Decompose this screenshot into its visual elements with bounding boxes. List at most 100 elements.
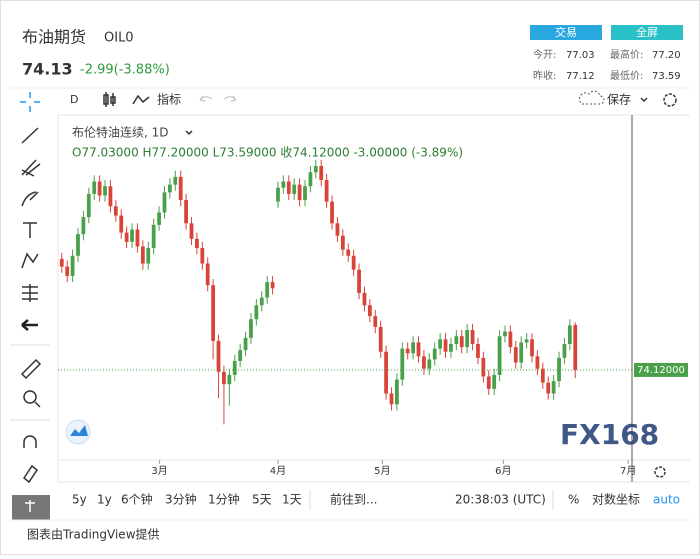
candle-body: [140, 246, 145, 264]
symbol: OIL0: [104, 31, 134, 46]
range-button[interactable]: 5y: [72, 493, 87, 507]
candle-body: [335, 223, 340, 236]
redo[interactable]: [223, 95, 237, 102]
candle-body: [432, 348, 437, 360]
candle-body: [151, 224, 156, 249]
stat-label: 最高价:: [610, 48, 643, 61]
candle-body: [497, 336, 502, 375]
candle-body: [562, 343, 567, 358]
candle-body: [481, 357, 486, 377]
undo[interactable]: [199, 95, 213, 102]
save-menu[interactable]: [640, 97, 648, 103]
indicators[interactable]: 指标: [157, 92, 181, 107]
text-tool[interactable]: [23, 222, 37, 238]
candle-body: [470, 330, 475, 344]
candle-body: [427, 359, 432, 369]
candle-body: [146, 248, 151, 264]
trash[interactable]: [25, 500, 35, 512]
fullscreen-button[interactable]: [611, 25, 683, 40]
candle-body: [216, 340, 221, 372]
x-tick-label: 5月: [374, 465, 390, 477]
candle-body: [238, 350, 243, 361]
candle-body: [227, 374, 232, 385]
pattern-tool[interactable]: [21, 252, 39, 269]
range-button[interactable]: 1分钟: [208, 492, 240, 507]
candle-body: [330, 201, 334, 224]
candle-body: [97, 181, 102, 196]
footer: 图表由TradingView提供: [27, 527, 160, 542]
candle-body: [308, 172, 313, 187]
stat-label: 今开:: [533, 48, 556, 61]
candle-body: [135, 229, 140, 247]
percent[interactable]: %: [568, 493, 579, 507]
trade-button[interactable]: [530, 25, 602, 40]
candle-body: [324, 179, 329, 202]
candle-body: [286, 181, 291, 194]
stat-label: 昨收:: [533, 69, 556, 82]
candle-body: [243, 337, 248, 351]
fib-tool[interactable]: [21, 159, 41, 177]
measure-tool[interactable]: [22, 284, 38, 302]
crosshair-tool[interactable]: [20, 92, 40, 112]
ruler[interactable]: [20, 358, 42, 380]
candle-body: [524, 339, 529, 343]
candle-body: [70, 255, 75, 276]
candle-body: [222, 371, 226, 385]
fullscreen-label[interactable]: 全屏: [636, 25, 658, 39]
indicator-icon[interactable]: [132, 94, 150, 105]
lock-draw[interactable]: [22, 464, 39, 484]
price: 74.13: [22, 60, 73, 79]
watermark: FX168: [560, 418, 659, 451]
range-button[interactable]: 6个钟: [121, 492, 153, 507]
stat-value: 77.12: [566, 71, 595, 82]
candle-body: [259, 297, 264, 306]
range-button[interactable]: 1天: [282, 493, 302, 507]
candle-body: [76, 234, 80, 256]
brush-tool[interactable]: [21, 191, 39, 207]
trade-label[interactable]: 交易: [555, 25, 577, 39]
clock: 20:38:03 (UTC): [455, 493, 546, 507]
candle-body: [292, 184, 297, 194]
candle-body: [422, 356, 426, 369]
axis-settings[interactable]: [654, 466, 666, 478]
candle-body: [124, 232, 129, 242]
candle-body: [486, 376, 491, 389]
range-button[interactable]: 1y: [97, 493, 112, 507]
tool-hidden[interactable]: [12, 495, 50, 520]
candle-body: [319, 166, 324, 180]
legend-menu[interactable]: [185, 130, 193, 136]
candle-body: [540, 368, 545, 383]
x-tick-label: 7月: [620, 465, 636, 477]
back[interactable]: [21, 319, 38, 331]
auto-scale[interactable]: auto: [653, 493, 680, 507]
goto[interactable]: 前往到...: [330, 492, 377, 507]
candle-body: [367, 305, 372, 317]
settings[interactable]: [663, 93, 677, 107]
candle-body: [189, 223, 194, 239]
candle-body: [119, 215, 124, 233]
range-button[interactable]: 5天: [252, 493, 272, 507]
candle-body: [357, 269, 361, 293]
candle-body: [513, 347, 518, 363]
candle-body: [276, 187, 280, 202]
tv-logo-mark: [70, 425, 88, 436]
stat-value: 77.20: [652, 50, 681, 61]
candle-body: [492, 374, 497, 389]
interval[interactable]: D: [70, 93, 78, 106]
candle-body: [416, 342, 421, 357]
range-button[interactable]: 3分钟: [165, 492, 197, 507]
save[interactable]: 保存: [607, 93, 631, 107]
candle-icon[interactable]: [103, 92, 116, 107]
candle-body: [411, 342, 415, 354]
candle-body: [303, 186, 307, 201]
line-tool[interactable]: [21, 127, 39, 144]
stat-label: 最低价:: [610, 69, 643, 82]
log-scale[interactable]: 对数坐标: [592, 492, 640, 507]
last-price-label: 74.12000: [637, 365, 685, 376]
magnet[interactable]: [23, 435, 37, 448]
zoom[interactable]: [23, 390, 37, 404]
candle-body: [297, 184, 302, 201]
left-toolbar: [10, 92, 50, 520]
